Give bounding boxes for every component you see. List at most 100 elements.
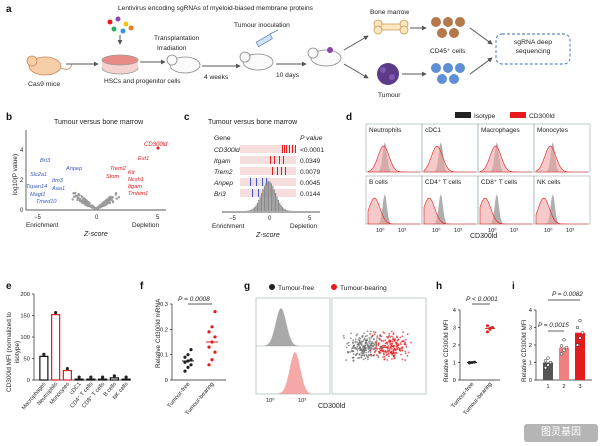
f-ytick-label: 0.3 [160, 302, 168, 308]
panel-d-label: d [346, 112, 352, 123]
g-scatter-point [366, 344, 368, 347]
g-scatter-point [404, 359, 407, 362]
flow-xtick: 10⁰ [544, 227, 553, 234]
b-ytick-0: 0 [20, 208, 24, 214]
gene-label: Itgam [128, 184, 142, 190]
c-hist-bar [255, 205, 257, 211]
g-scatter-point [367, 351, 370, 353]
g-scatter-point [376, 337, 378, 339]
g-scatter-point [404, 344, 407, 346]
g-scatter-point [392, 331, 395, 334]
g-scatter-point [391, 340, 394, 343]
c-hist-bar [276, 196, 278, 211]
g-scatter-point [364, 348, 367, 351]
hscs-text: HSCs and progenitor cells [104, 78, 181, 85]
volcano-point [103, 202, 107, 206]
b-ytick-4: 4 [20, 148, 24, 154]
f-point [183, 369, 187, 373]
g-scatter-point [387, 352, 390, 354]
panel-g-label: g [244, 281, 250, 292]
i-point [559, 352, 564, 356]
e-point [112, 374, 116, 378]
c-gene-name: Trem2 [214, 169, 233, 176]
g-scatter-point [375, 339, 378, 342]
c-barcode-line [283, 156, 284, 164]
g-scatter-point [352, 347, 355, 349]
e-point [77, 375, 81, 379]
volcano-point [83, 197, 86, 201]
c-barcode-line [274, 156, 275, 164]
g-scatter-point [356, 348, 359, 350]
g-scatter-point [388, 340, 391, 343]
c-barcode-line [272, 167, 273, 175]
i-point [559, 344, 564, 348]
h-point [491, 326, 494, 329]
g-scatter-point [386, 346, 389, 349]
c-xlabel: Z-score [255, 232, 280, 239]
g-scatter-point [362, 350, 365, 353]
c-gene-name: CD300ld [214, 147, 240, 154]
f-point [207, 330, 211, 334]
i-point [546, 363, 550, 367]
g-scatter-point [382, 340, 385, 342]
g-scatter-point [400, 343, 402, 346]
c-gene-name: Bri3 [214, 191, 226, 198]
g-scatter-point [379, 334, 381, 337]
e-bar [62, 369, 72, 381]
g-scatter-point [395, 345, 398, 348]
gene-label: CD300ld [144, 142, 168, 148]
g-scatter-point [392, 354, 395, 357]
i-point [575, 343, 580, 347]
c-barcode-line [279, 156, 280, 164]
legend-cd300ld-swatch [510, 112, 526, 118]
g-scatter-point [399, 341, 402, 344]
g-scatter-point [366, 334, 368, 337]
g-scatter-point [366, 358, 369, 361]
g-xtick: 10⁰ [266, 397, 275, 404]
i-point [578, 336, 582, 340]
i-point [543, 359, 548, 363]
volcano-point [89, 205, 92, 208]
volcano-point [114, 192, 118, 195]
h-point [486, 324, 489, 328]
four-weeks-text: 4 weeks [204, 74, 229, 81]
f-point [207, 363, 211, 367]
i-xtick-label: 3 [578, 384, 581, 390]
h-point [468, 361, 471, 364]
g-scatter-point [365, 354, 368, 356]
volcano-point-cd300ld [156, 146, 160, 150]
g-scatter-point [404, 338, 407, 341]
g-scatter-point [406, 355, 409, 357]
g-scatter-point [363, 354, 366, 356]
g-scatter-point [392, 337, 395, 340]
c-barcode-bg [240, 156, 296, 164]
volcano-point [104, 200, 107, 204]
inoculated-mouse-icon [239, 51, 274, 71]
g-scatter-point [345, 359, 348, 361]
g-scatter-point [346, 342, 348, 345]
virus-icon [107, 16, 134, 45]
g-scatter-point [370, 337, 373, 339]
g-scatter-point [352, 339, 355, 342]
panel-b-label: b [6, 112, 12, 123]
g-scatter-point [347, 341, 350, 344]
flow-cell-label: NK cells [537, 179, 560, 186]
g-scatter-point [360, 351, 363, 354]
c-barcode-line [266, 178, 267, 186]
volcano-point [79, 197, 82, 201]
g-scatter-point [368, 336, 371, 339]
e-point [42, 352, 46, 356]
f-point [189, 363, 193, 367]
g-scatter-point [378, 347, 381, 350]
g-scatter-point [372, 338, 375, 341]
i-point [575, 325, 580, 330]
volcano-point [77, 196, 80, 199]
gene-label: Tmed10 [36, 199, 57, 205]
panel-a-label: a [6, 4, 12, 15]
c-hist-bar [268, 181, 270, 211]
g-scatter-point [394, 357, 396, 360]
c-hist-bar [252, 208, 254, 211]
g-scatter-point [349, 337, 352, 340]
g-scatter-point [350, 350, 353, 353]
c-barcode-line [277, 167, 278, 175]
